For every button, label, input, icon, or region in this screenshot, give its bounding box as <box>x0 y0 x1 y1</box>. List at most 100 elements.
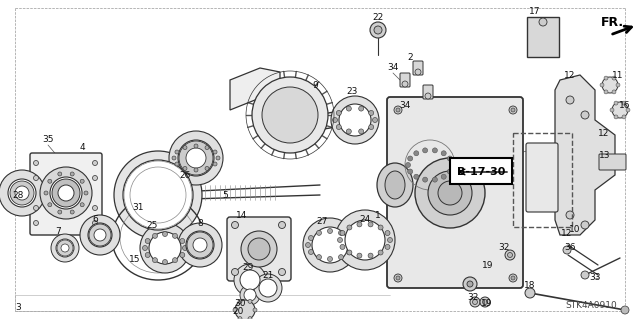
Circle shape <box>58 185 74 201</box>
Circle shape <box>70 172 74 176</box>
Circle shape <box>340 244 345 249</box>
Circle shape <box>180 239 185 243</box>
Text: 1: 1 <box>375 211 381 219</box>
Circle shape <box>93 175 97 181</box>
Circle shape <box>234 264 266 296</box>
Circle shape <box>80 215 120 255</box>
Circle shape <box>581 271 589 279</box>
Text: 29: 29 <box>243 263 253 272</box>
Circle shape <box>94 229 106 241</box>
Circle shape <box>187 232 213 258</box>
Circle shape <box>433 177 437 182</box>
Circle shape <box>33 175 38 181</box>
Circle shape <box>369 124 374 130</box>
Text: 30: 30 <box>234 299 246 308</box>
Circle shape <box>240 270 260 290</box>
Circle shape <box>511 276 515 280</box>
Circle shape <box>346 129 351 134</box>
Circle shape <box>614 101 618 105</box>
Circle shape <box>152 234 157 238</box>
Circle shape <box>467 281 473 287</box>
Circle shape <box>483 300 488 305</box>
Circle shape <box>408 169 413 174</box>
Circle shape <box>205 145 209 150</box>
Circle shape <box>163 232 168 236</box>
Circle shape <box>194 168 198 172</box>
Text: 28: 28 <box>12 190 24 199</box>
Circle shape <box>114 151 202 239</box>
Circle shape <box>463 277 477 291</box>
Circle shape <box>328 256 333 262</box>
Circle shape <box>40 167 92 219</box>
Text: 11: 11 <box>612 70 624 79</box>
Text: 35: 35 <box>42 136 54 145</box>
Circle shape <box>178 223 222 267</box>
Circle shape <box>447 169 452 174</box>
Text: 16: 16 <box>620 100 631 109</box>
Text: 36: 36 <box>564 243 576 253</box>
Circle shape <box>414 151 419 156</box>
Circle shape <box>385 244 390 249</box>
Circle shape <box>406 162 410 167</box>
Circle shape <box>378 250 383 255</box>
FancyBboxPatch shape <box>527 17 559 57</box>
Circle shape <box>33 220 38 226</box>
Circle shape <box>80 203 84 207</box>
Circle shape <box>183 167 187 170</box>
Circle shape <box>182 246 188 250</box>
Text: 17: 17 <box>529 8 541 17</box>
Circle shape <box>232 269 239 276</box>
Circle shape <box>511 108 515 112</box>
Circle shape <box>626 108 630 112</box>
Circle shape <box>616 83 620 87</box>
Circle shape <box>57 240 73 256</box>
Circle shape <box>173 234 177 238</box>
FancyBboxPatch shape <box>400 73 410 87</box>
Circle shape <box>233 308 237 312</box>
Circle shape <box>278 269 285 276</box>
Circle shape <box>58 172 62 176</box>
FancyBboxPatch shape <box>387 97 523 288</box>
Circle shape <box>508 253 513 257</box>
Circle shape <box>205 167 209 170</box>
Circle shape <box>308 235 314 241</box>
Text: 12: 12 <box>598 129 610 137</box>
Text: 6: 6 <box>92 216 98 225</box>
Circle shape <box>253 308 257 312</box>
Polygon shape <box>230 68 280 110</box>
Circle shape <box>509 274 517 282</box>
FancyBboxPatch shape <box>423 85 433 99</box>
Circle shape <box>357 222 362 227</box>
Circle shape <box>370 22 386 38</box>
Text: 3: 3 <box>15 303 21 313</box>
FancyBboxPatch shape <box>526 143 558 212</box>
Circle shape <box>422 148 428 153</box>
Circle shape <box>8 179 36 207</box>
Circle shape <box>441 174 446 179</box>
Circle shape <box>175 150 179 154</box>
Circle shape <box>312 227 348 263</box>
Circle shape <box>368 253 373 258</box>
Circle shape <box>308 249 314 255</box>
Circle shape <box>441 151 446 156</box>
Circle shape <box>178 140 214 176</box>
Circle shape <box>254 274 282 302</box>
Circle shape <box>241 231 277 267</box>
Circle shape <box>50 177 82 209</box>
Circle shape <box>408 156 413 161</box>
Text: 2: 2 <box>407 54 413 63</box>
Text: 21: 21 <box>262 271 274 279</box>
Text: 23: 23 <box>346 87 358 97</box>
Text: FR.: FR. <box>601 16 624 28</box>
Circle shape <box>394 274 402 282</box>
Circle shape <box>248 238 270 260</box>
Circle shape <box>394 106 402 114</box>
Circle shape <box>262 87 318 143</box>
Circle shape <box>48 179 52 183</box>
Circle shape <box>213 150 217 154</box>
Circle shape <box>339 104 371 136</box>
Circle shape <box>374 26 382 34</box>
Circle shape <box>339 230 344 235</box>
Circle shape <box>303 218 357 272</box>
Text: 34: 34 <box>399 100 411 109</box>
